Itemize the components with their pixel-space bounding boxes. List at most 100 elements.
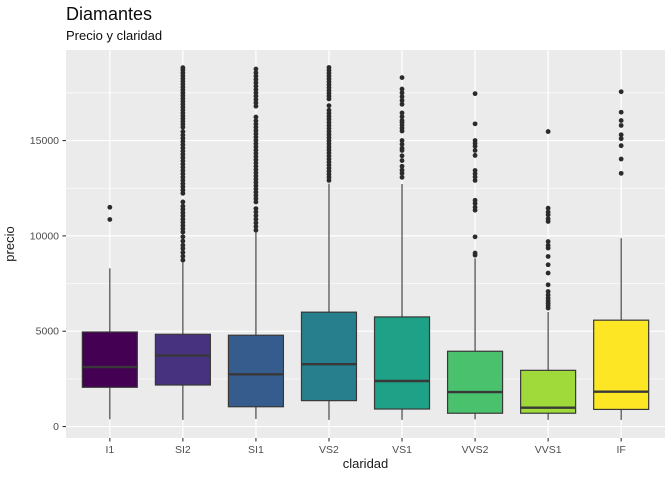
outlier-point-VS1 <box>399 163 405 169</box>
outlier-point-VS2 <box>326 107 332 113</box>
outlier-point-VVS2 <box>472 197 478 203</box>
outlier-point-SI1 <box>253 206 259 212</box>
outlier-point-SI2 <box>180 253 186 259</box>
outlier-point-SI1 <box>253 77 259 82</box>
outlier-point-IF <box>618 89 624 95</box>
x-tick-label: IF <box>616 444 625 456</box>
outlier-point-VS1 <box>399 114 405 120</box>
outlier-point-I1 <box>107 204 113 210</box>
outlier-point-VVS1 <box>545 254 551 259</box>
outlier-point-VS1 <box>399 158 405 163</box>
outlier-point-VVS1 <box>545 205 551 211</box>
outlier-point-VVS1 <box>545 243 551 248</box>
outlier-point-VVS2 <box>472 204 478 210</box>
outlier-point-SI1 <box>253 83 259 89</box>
outlier-point-VS1 <box>399 153 405 159</box>
box-IF <box>593 319 650 411</box>
y-tick-label: 5000 <box>36 326 60 338</box>
outlier-point-VVS2 <box>472 177 478 183</box>
chart-subtitle: Precio y claridad <box>66 28 163 43</box>
outlier-point-VS1 <box>399 98 405 103</box>
outlier-point-SI1 <box>253 118 259 124</box>
x-tick-label: VVS2 <box>462 444 489 456</box>
outlier-point-SI1 <box>253 114 259 120</box>
outlier-point-I1 <box>107 217 113 222</box>
outlier-point-IF <box>618 132 624 138</box>
outlier-point-SI1 <box>253 100 259 106</box>
outlier-point-SI2 <box>180 238 186 244</box>
outlier-point-SI2 <box>180 203 186 209</box>
box-VVS2 <box>446 350 504 414</box>
outlier-point-IF <box>618 109 624 115</box>
outlier-point-SI1 <box>253 227 259 233</box>
outlier-point-VVS2 <box>472 250 478 256</box>
outlier-point-VS2 <box>326 103 332 109</box>
outlier-point-VVS2 <box>472 234 478 240</box>
outlier-point-VS1 <box>399 118 405 123</box>
outlier-point-IF <box>618 118 624 123</box>
outlier-point-SI1 <box>253 70 259 76</box>
outlier-point-SI1 <box>253 209 259 215</box>
outlier-point-VVS2 <box>472 121 478 127</box>
outlier-point-IF <box>618 156 624 162</box>
box-I1 <box>81 331 138 388</box>
outlier-point-VVS2 <box>472 91 478 97</box>
outlier-point-IF <box>618 136 624 142</box>
outlier-point-SI1 <box>253 73 259 79</box>
outlier-point-SI1 <box>253 103 259 109</box>
y-axis-title: precio <box>2 226 17 261</box>
outlier-point-VVS1 <box>545 209 551 215</box>
x-tick-label: VS1 <box>392 444 412 456</box>
x-tick-label: SI2 <box>175 444 191 456</box>
outlier-point-SI2 <box>180 129 186 134</box>
outlier-point-VS1 <box>399 75 405 81</box>
box-VS1 <box>373 316 431 410</box>
outlier-point-SI1 <box>253 87 259 92</box>
outlier-point-VVS1 <box>545 289 551 294</box>
outlier-point-VVS1 <box>545 270 551 276</box>
outlier-point-VVS1 <box>545 129 551 134</box>
outlier-point-VS1 <box>399 90 405 96</box>
x-tick-label: VVS1 <box>535 444 562 456</box>
outlier-point-SI1 <box>253 66 259 72</box>
outlier-point-VVS1 <box>545 216 551 222</box>
box-SI2 <box>154 333 211 386</box>
outlier-point-VS1 <box>399 145 405 151</box>
outlier-point-VS1 <box>399 86 405 92</box>
outlier-point-SI1 <box>253 224 259 229</box>
y-tick-label: 0 <box>53 421 59 433</box>
outlier-point-SI2 <box>180 250 186 255</box>
y-tick-label: 15000 <box>30 135 59 147</box>
outlier-point-SI2 <box>180 257 186 263</box>
x-tick-label: SI1 <box>248 444 264 456</box>
outlier-point-VVS1 <box>545 282 551 288</box>
outlier-point-SI1 <box>253 216 259 222</box>
x-tick-label: VS2 <box>319 444 339 456</box>
outlier-point-SI1 <box>253 93 259 99</box>
outlier-point-VS1 <box>399 101 405 107</box>
outlier-point-VS1 <box>399 138 405 143</box>
outlier-point-VVS1 <box>545 239 551 244</box>
box-VS2 <box>300 311 358 402</box>
outlier-point-SI1 <box>253 220 259 226</box>
outlier-point-SI2 <box>180 199 186 205</box>
outlier-point-SI2 <box>180 242 186 248</box>
outlier-point-VVS1 <box>545 292 551 298</box>
outlier-point-SI1 <box>253 97 259 102</box>
box-SI1 <box>227 334 285 408</box>
outlier-point-VVS2 <box>472 168 478 173</box>
outlier-point-VS2 <box>326 65 332 70</box>
outlier-point-VVS2 <box>472 148 478 153</box>
outlier-point-VVS2 <box>472 153 478 158</box>
outlier-point-VS1 <box>399 94 405 100</box>
outlier-point-SI2 <box>180 132 186 138</box>
outlier-point-VVS1 <box>545 262 551 268</box>
outlier-point-IF <box>618 143 624 149</box>
outlier-point-IF <box>618 123 624 128</box>
outlier-point-SI1 <box>253 90 259 96</box>
chart-title: Diamantes <box>66 4 153 24</box>
outlier-point-SI1 <box>253 213 259 219</box>
outlier-point-SI1 <box>253 80 259 86</box>
x-axis-title: claridad <box>343 456 389 471</box>
